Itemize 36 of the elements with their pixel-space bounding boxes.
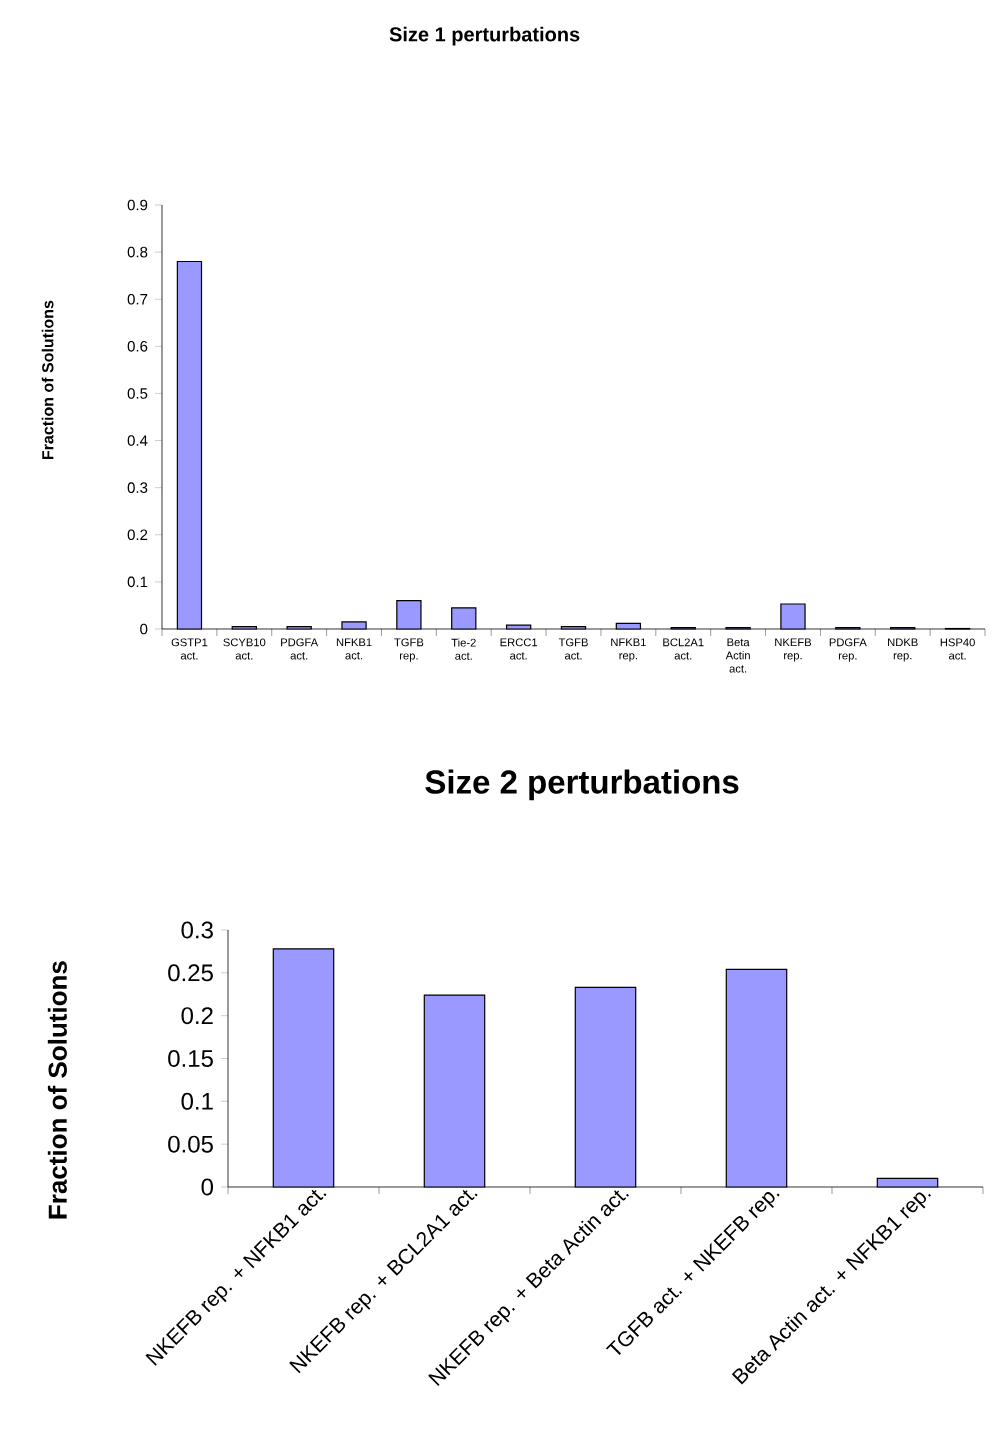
y-tick-label: 0.1	[127, 576, 148, 588]
x-tick-label: TGFB rep.	[394, 638, 424, 662]
y-tick-label: 0.3	[127, 482, 148, 493]
y-tick-label: 0.05	[168, 1135, 213, 1153]
chart-title: Size 2 perturbations	[425, 769, 739, 801]
y-axis-title: Fraction of Solutions	[41, 300, 54, 460]
x-tick-label: NFKB1 rep.	[611, 638, 646, 662]
y-tick-label: 0.2	[127, 529, 148, 541]
x-tick-label: BCL2A1 act.	[663, 638, 704, 660]
y-tick-label: 0.25	[168, 964, 213, 982]
y-tick-label: 0.6	[127, 341, 148, 352]
y-tick-label: 0.1	[181, 1092, 213, 1110]
x-tick-label: HSP40 act.	[940, 638, 975, 660]
x-tick-label: NDKB rep.	[888, 638, 918, 662]
x-tick-label: NFKB1 act.	[336, 638, 372, 660]
x-tick-label: Tie-2 act.	[451, 638, 476, 660]
y-tick-label: 0.4	[127, 435, 148, 446]
x-tick-label: GSTP1 act.	[171, 638, 208, 660]
y-tick-label: 0.9	[127, 199, 148, 211]
y-tick-label: 0	[201, 1178, 214, 1196]
chart-title: Size 1 perturbations	[389, 26, 580, 46]
y-tick-label: 0.3	[181, 921, 213, 939]
y-tick-label: 0.7	[127, 293, 148, 305]
x-tick-label: PDGFA act.	[281, 638, 319, 660]
x-tick-label: NKEFB rep.	[775, 638, 812, 662]
y-axis-title: Fraction of Solutions	[47, 961, 67, 1219]
y-tick-label: 0.15	[168, 1050, 213, 1067]
x-tick-label: SCYB10 act.	[223, 638, 266, 660]
x-tick-label: TGFB act.	[558, 638, 588, 660]
y-tick-label: 0.5	[127, 388, 148, 399]
x-tick-label: ERCC1 act.	[500, 638, 538, 660]
y-tick-label: 0.2	[181, 1007, 213, 1025]
x-tick-label: Beta Actin act.	[725, 638, 750, 673]
x-tick-label: PDGFA rep.	[829, 638, 867, 662]
y-tick-label: 0.8	[127, 246, 148, 258]
y-tick-label: 0	[140, 623, 148, 635]
